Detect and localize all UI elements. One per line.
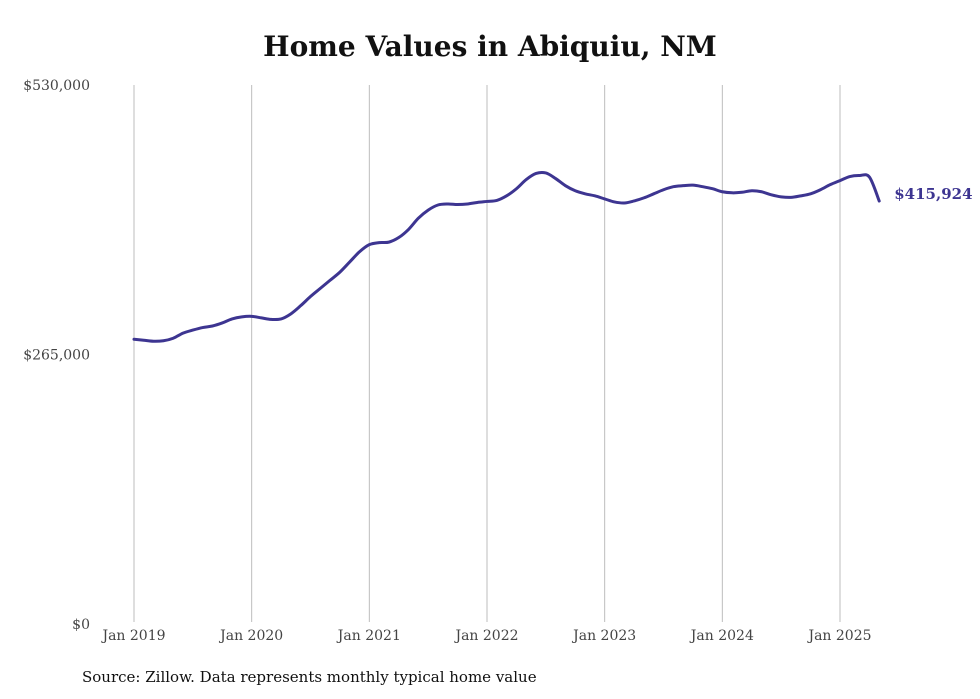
- line-chart: Jan 2019 Jan 2020 Jan 2021 Jan 2022 Jan 2023…: [23, 78, 973, 644]
- y-tick-label: $530,000: [23, 78, 90, 94]
- home-value-line: [132, 170, 881, 343]
- chart-title: Home Values in Abiquiu, NM: [263, 30, 717, 63]
- x-axis-ticks: Jan 2019 Jan 2020 Jan 2021 Jan 2022 Jan 2023…: [100, 628, 871, 644]
- series-layer: $415,924: [132, 170, 973, 343]
- x-tick-label: Jan 2025: [806, 628, 871, 644]
- x-tick-label: Jan 2020: [218, 628, 283, 644]
- x-tick-label: Jan 2019: [100, 628, 165, 644]
- y-axis-ticks: $0 $265,000 $530,000: [23, 78, 90, 633]
- x-tick-label: Jan 2021: [336, 628, 401, 644]
- grid-layer: [133, 85, 841, 622]
- source-note: Source: Zillow. Data represents monthly …: [82, 668, 537, 686]
- y-tick-label: $265,000: [23, 348, 90, 364]
- x-tick-label: Jan 2024: [689, 628, 754, 644]
- x-tick-label: Jan 2023: [571, 628, 636, 644]
- y-tick-label: $0: [72, 617, 90, 633]
- x-tick-label: Jan 2022: [453, 628, 518, 644]
- end-value-label: $415,924: [894, 185, 972, 203]
